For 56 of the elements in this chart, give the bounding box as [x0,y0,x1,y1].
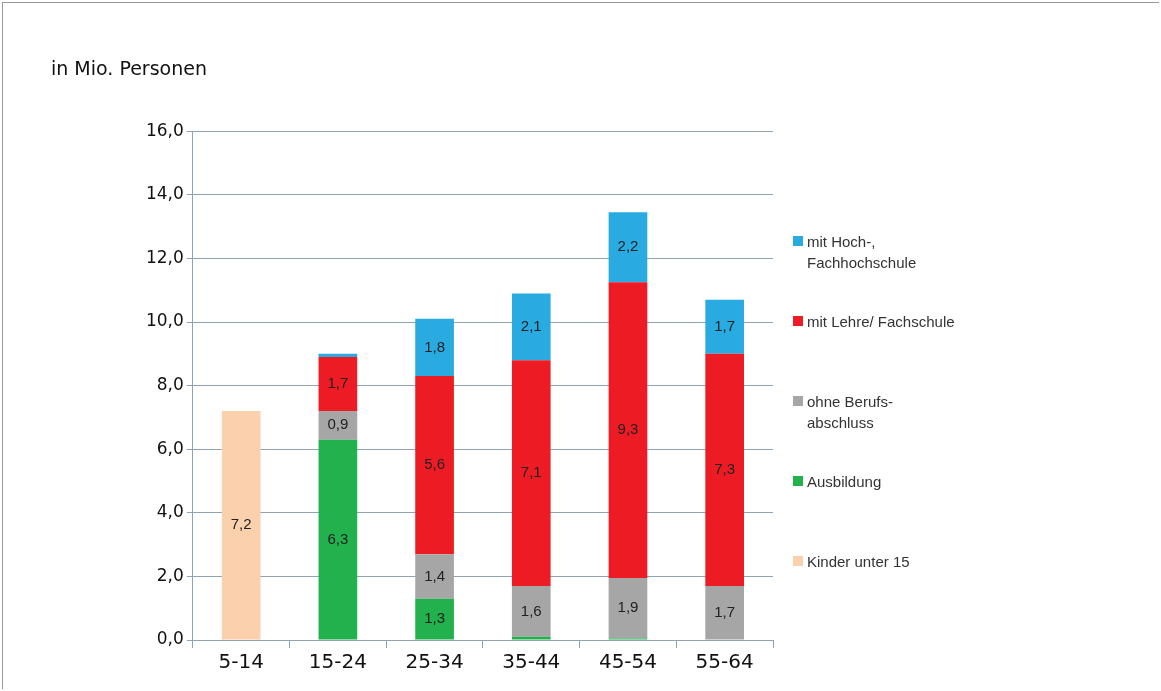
chart-title: in Mio. Personen [51,57,207,79]
x-tick-label: 5-14 [218,649,264,674]
y-tick-label: 6,0 [156,437,184,458]
x-tick-label: 35-44 [502,649,561,674]
data-label: 1,7 [714,602,736,620]
x-tick-label: 45-54 [598,649,658,674]
data-label: 6,3 [327,529,349,547]
data-label: 1,9 [617,598,639,616]
legend-label: Ausbildung [807,472,883,492]
data-label: 7,3 [714,460,736,478]
x-tick-label: 25-34 [405,649,464,674]
bar [705,585,744,640]
bar [221,411,261,640]
legend-label: Kinder unter 15 [807,552,911,572]
y-tick-label: 8,0 [156,374,184,395]
bar [511,636,551,640]
data-label: 0,9 [327,415,349,433]
y-tick-label: 4,0 [156,501,184,522]
bar [608,212,648,283]
y-tick-label: 2,0 [156,564,184,585]
bar [415,376,454,555]
bar [608,577,648,639]
bar [511,293,551,361]
y-tick-label: 12,0 [145,246,184,267]
legend-label: mit Lehre/ Fachschule [807,312,956,332]
y-tick-label: 14,0 [145,183,184,204]
x-tick-label: 55-64 [695,649,754,674]
y-tick-label: 10,0 [145,310,184,331]
y-tick-label: 16,0 [145,119,184,140]
bar [511,585,551,637]
data-label: 2,2 [617,237,639,255]
bar [415,598,454,640]
bar [511,360,551,586]
data-label: 7,2 [230,515,252,533]
data-label: 1,7 [327,374,349,392]
bar [415,554,454,599]
data-label: 1,7 [714,316,736,334]
legend-label: mit Hoch-, Fachhochschule [807,232,918,273]
bar [318,356,358,412]
data-label: 1,6 [520,601,542,619]
data-label: 2,1 [520,316,542,334]
y-tick-label: 0,0 [156,628,184,649]
data-label: 1,3 [424,609,446,627]
data-label: 7,1 [520,463,542,481]
data-label: 1,4 [424,566,446,584]
bar [705,353,744,586]
bar [415,318,454,377]
data-label: 9,3 [617,420,639,438]
bar [608,282,648,578]
data-label: 1,8 [424,337,446,355]
bar [318,353,358,357]
x-tick-label: 15-24 [308,649,367,674]
bar [705,299,744,354]
bar [318,439,358,640]
data-label: 5,6 [424,455,446,473]
legend-label: ohne Berufs-abschluss [807,392,894,433]
